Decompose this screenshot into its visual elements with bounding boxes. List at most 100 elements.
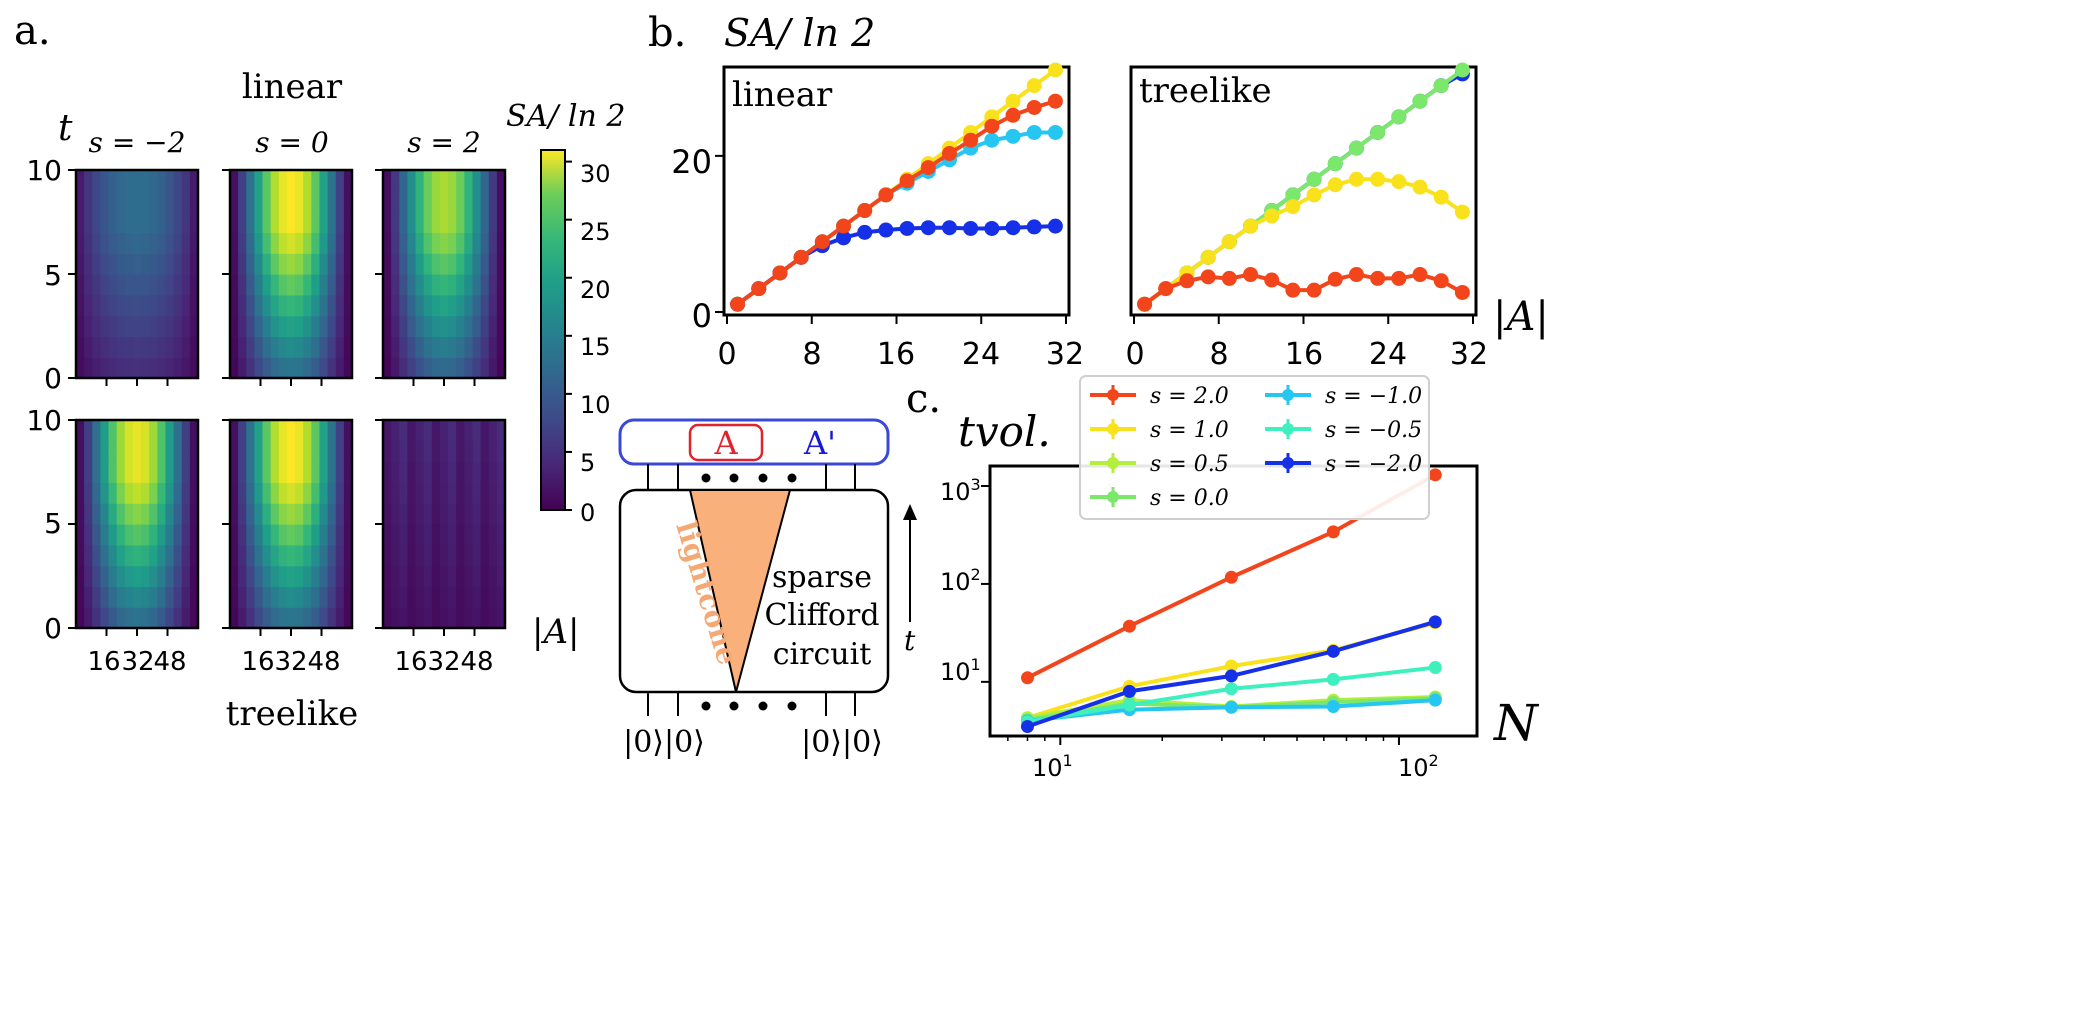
b-treelike-point — [1285, 282, 1301, 298]
heatmap-cell — [439, 586, 449, 608]
heatmap-cell — [295, 357, 304, 379]
heatmap-cell — [456, 357, 465, 379]
heatmap-cell — [303, 524, 312, 546]
b-linear-series-blue — [736, 224, 1056, 306]
heatmap-cell — [173, 253, 183, 275]
heatmap-cell — [488, 565, 498, 587]
heatmap-cell — [295, 211, 304, 233]
heatmap-cell — [189, 357, 199, 379]
b-treelike-series-yellow — [1143, 177, 1464, 306]
heatmap-cell — [157, 440, 167, 463]
heatmap-cell — [319, 232, 329, 254]
heatmap-cell — [399, 420, 408, 442]
heatmap-cell — [311, 190, 321, 213]
heatmap-cell — [448, 440, 457, 463]
heatmap-col-label-1: s = 0 — [255, 126, 328, 159]
heatmap-cell — [319, 294, 329, 317]
heatmap-cell — [141, 170, 150, 192]
heatmap-cell — [76, 170, 85, 192]
heatmap-cell — [472, 294, 482, 317]
heatmap-cell — [480, 607, 490, 629]
heatmap-cell — [415, 294, 425, 317]
heatmap-cell — [238, 524, 247, 546]
heatmap-cell — [303, 253, 312, 275]
colorbar — [540, 149, 566, 511]
heatmap-cell — [116, 274, 126, 296]
heatmap-cell — [448, 461, 457, 483]
b-treelike-point — [1370, 124, 1386, 140]
heatmap-cell — [76, 211, 85, 233]
heatmap-cell — [464, 565, 474, 587]
heatmap-cell — [278, 274, 288, 296]
heatmap-cell — [270, 253, 280, 275]
circuit-label-1: sparse — [772, 560, 872, 595]
heatmap-cell — [439, 524, 449, 546]
heatmap-cell — [92, 420, 101, 442]
heatmap-cell — [327, 294, 337, 317]
heatmap-cell — [311, 461, 321, 483]
heatmap-cell — [431, 336, 441, 358]
heatmap-cell — [141, 211, 150, 233]
heatmap-cell — [84, 440, 93, 463]
heatmap-cell — [189, 586, 199, 608]
heatmap-cell — [149, 544, 158, 567]
heatmap-cell — [254, 503, 264, 525]
heatmap-cell — [238, 544, 247, 567]
c-point — [1428, 693, 1442, 707]
b-linear-xtick-0: 0 — [717, 337, 736, 372]
b-linear-series-cyan — [736, 130, 1056, 306]
heatmap-cell — [415, 357, 425, 379]
heatmap-cell — [335, 315, 345, 337]
heatmap-cell — [100, 232, 110, 254]
heatmap-cell — [108, 420, 118, 442]
heatmap-cell — [278, 440, 288, 463]
heatmap-cell — [415, 336, 425, 358]
heatmap-cell — [448, 420, 457, 442]
heatmap-cell — [262, 315, 272, 337]
panel-label-c: c. — [906, 376, 941, 422]
b-linear-point — [984, 220, 1000, 236]
heatmap-cell — [189, 211, 199, 233]
heatmap-cell — [132, 274, 142, 296]
c-xtick-100: 102 — [1398, 751, 1439, 782]
heatmap-cell — [488, 294, 498, 317]
heatmap-cell — [343, 253, 353, 275]
heatmap-cell — [488, 420, 498, 442]
heatmap-cell — [238, 503, 247, 525]
heatmap-cell — [456, 253, 465, 275]
subsystem-a-box — [688, 423, 764, 462]
heatmap-cell — [335, 190, 345, 213]
b-xlabel: |A| — [1493, 294, 1549, 340]
heatmap-cell — [399, 544, 408, 567]
heatmap-cell — [431, 461, 441, 483]
heatmap-cell — [100, 461, 110, 483]
heatmap-cell — [230, 315, 239, 337]
heatmap-cell — [92, 336, 101, 358]
heatmap-cell — [108, 232, 118, 254]
heatmap-cell — [92, 440, 101, 463]
b-linear-point — [814, 234, 830, 250]
b-treelike-point — [1243, 267, 1259, 283]
b-treelike-point — [1306, 282, 1322, 298]
heatmap-cell — [439, 315, 449, 337]
heatmap-cell — [295, 482, 304, 504]
heatmap-cell — [439, 607, 449, 629]
heatmap-cell — [423, 336, 433, 358]
heatmap-cell — [383, 461, 392, 483]
heatmap-cell — [116, 170, 126, 192]
heatmap-cell — [100, 524, 110, 546]
heatmap-cell — [189, 294, 199, 317]
heatmap-cell — [181, 607, 191, 629]
c-point — [1020, 720, 1034, 734]
heatmap-cell — [448, 211, 457, 233]
heatmap-cell — [439, 482, 449, 504]
heatmap-cell — [480, 211, 490, 233]
b-treelike-point — [1454, 204, 1470, 220]
heatmap-cell — [278, 211, 288, 233]
heatmap-cell — [132, 482, 142, 504]
heatmap-cell — [278, 232, 288, 254]
heatmap-cell — [246, 565, 255, 587]
b-linear-point — [899, 220, 915, 236]
heatmap-cell — [246, 482, 255, 504]
heatmap-cell — [149, 336, 158, 358]
